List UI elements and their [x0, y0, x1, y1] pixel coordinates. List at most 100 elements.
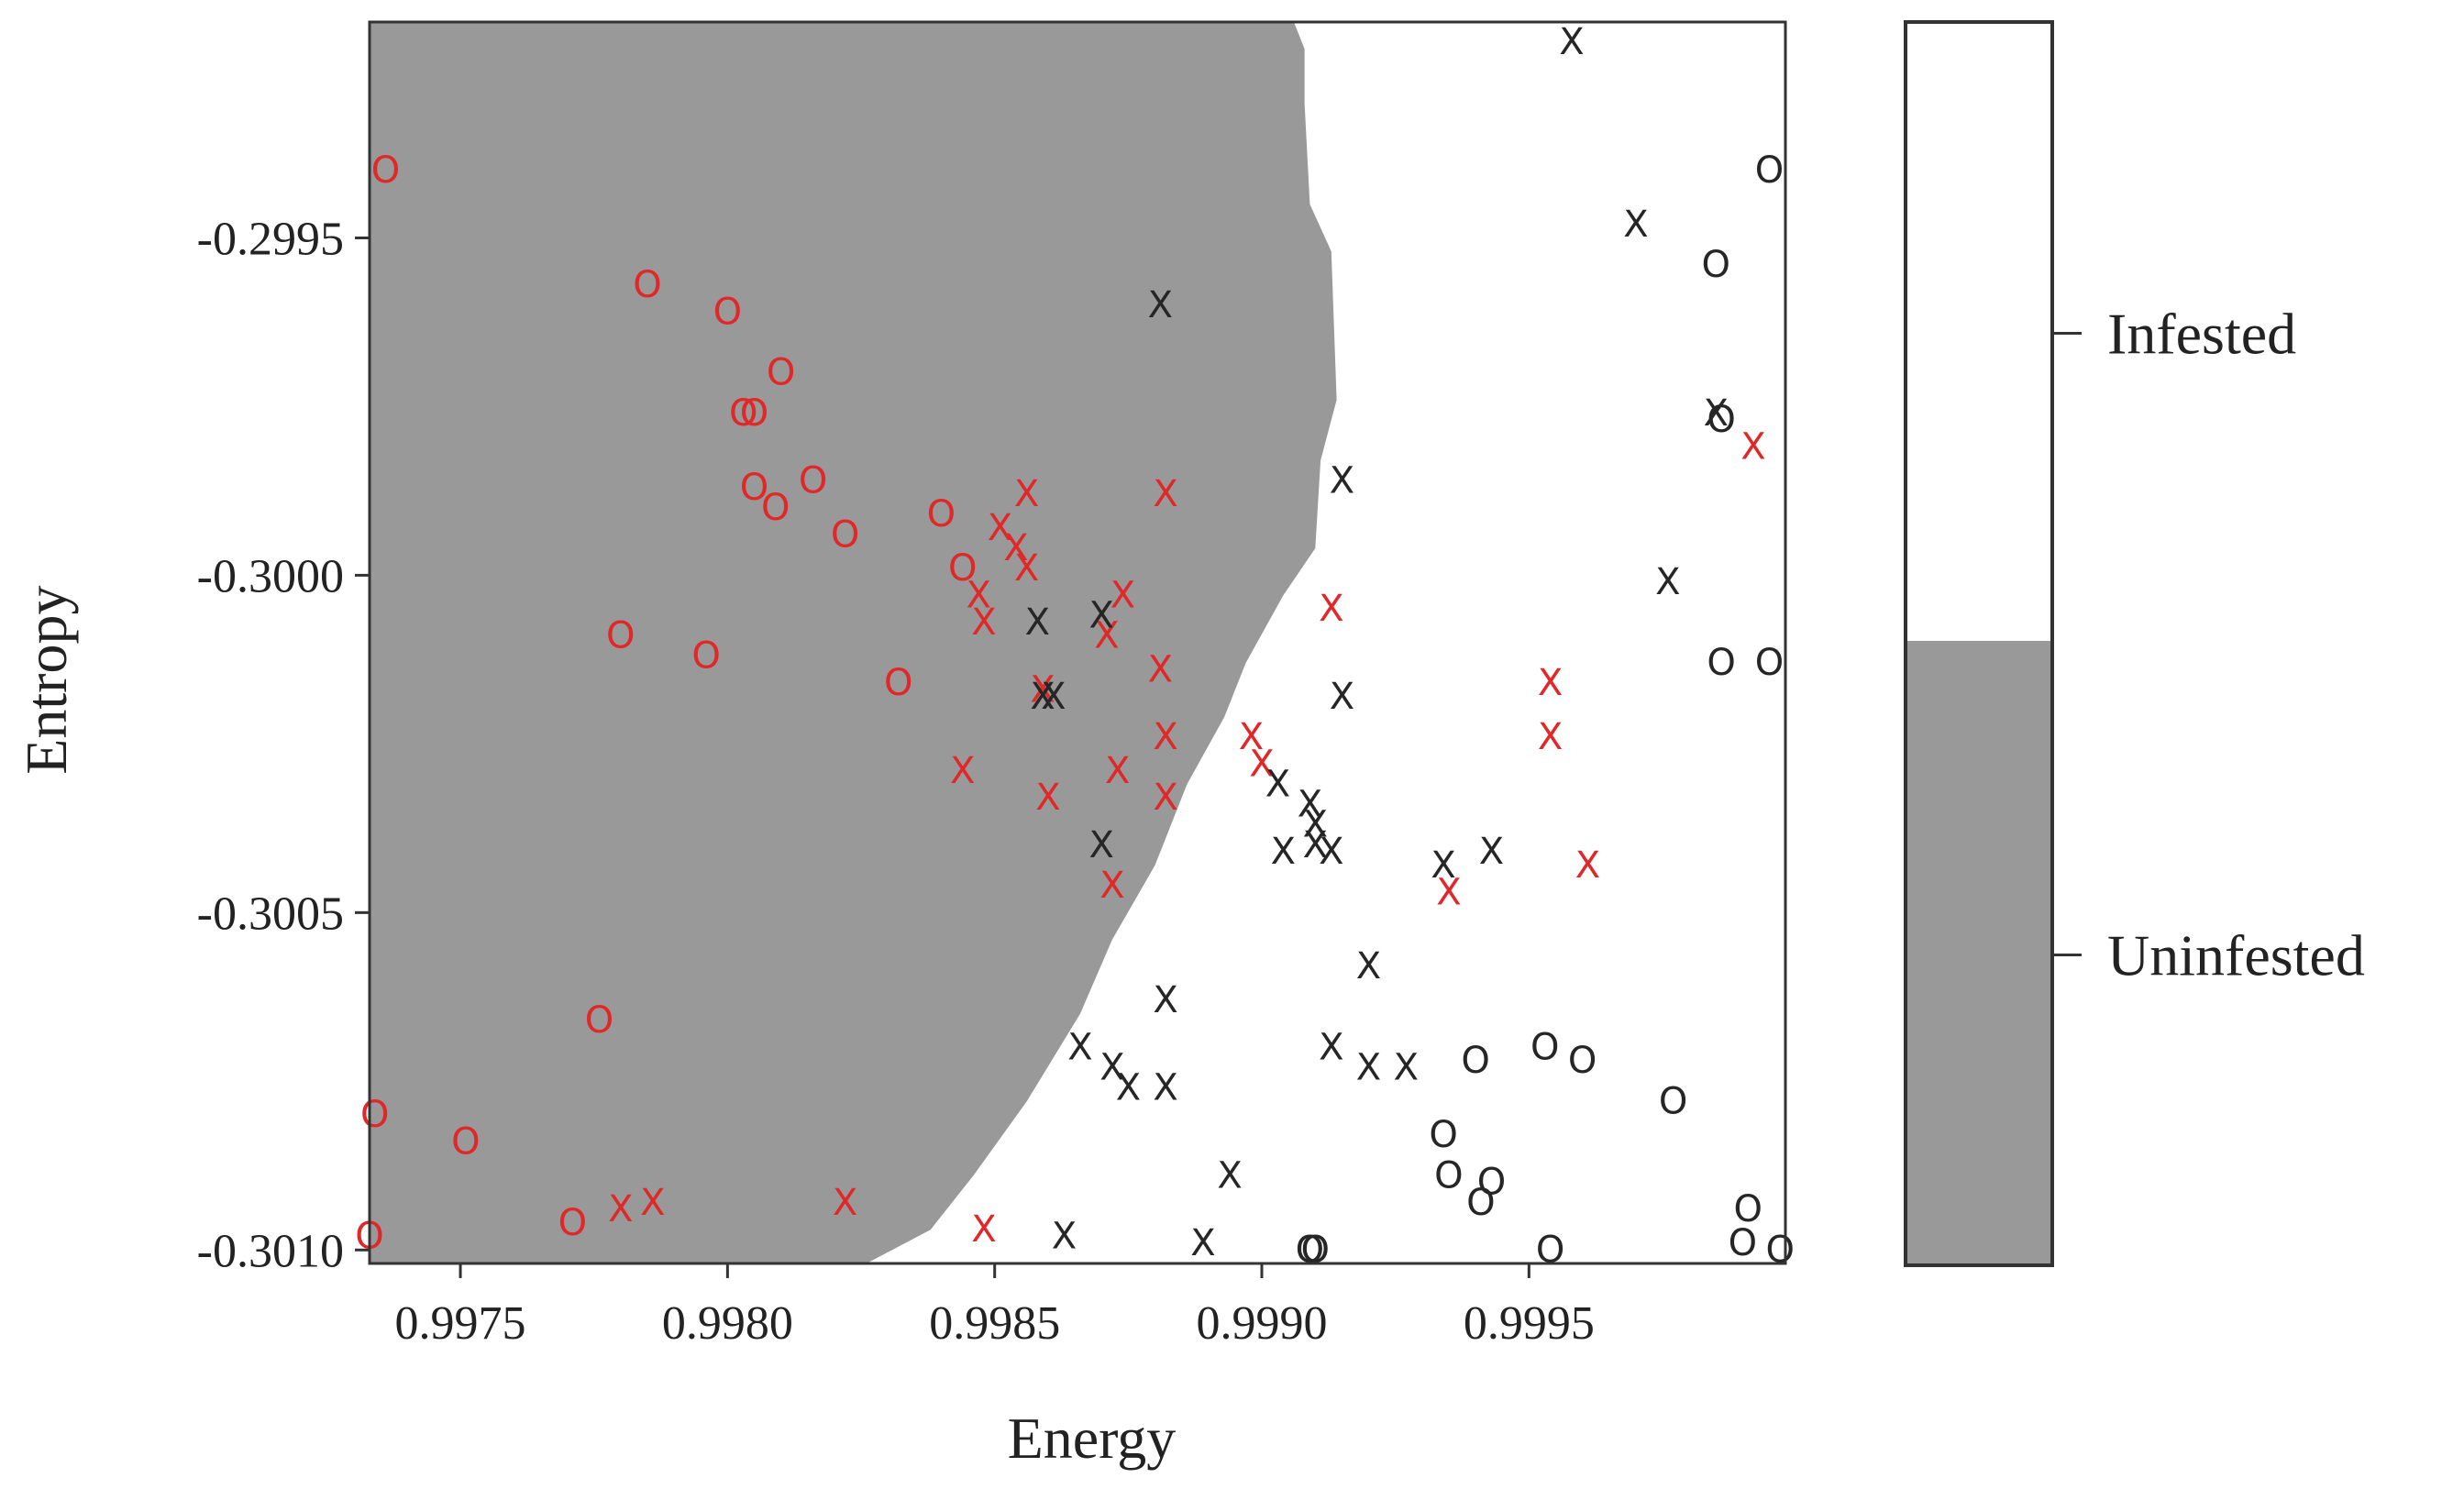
data-point-x: X	[1025, 601, 1050, 644]
data-point-x: X	[1431, 844, 1455, 887]
data-point-x: X	[1249, 744, 1274, 786]
data-point-x: X	[1067, 1027, 1092, 1069]
data-point-x: X	[1110, 575, 1135, 617]
data-point-x: X	[1436, 871, 1461, 913]
data-point-x: X	[1265, 764, 1290, 806]
data-point-x: X	[1623, 204, 1648, 246]
data-point-o: O	[585, 999, 613, 1042]
data-point-x: X	[1479, 831, 1504, 873]
data-point-x: X	[1271, 831, 1296, 873]
x-tick-label: 0.9995	[1464, 1297, 1595, 1350]
x-tick-label: 0.9990	[1197, 1297, 1328, 1350]
x-tick-label: 0.9975	[395, 1297, 526, 1350]
x-tick-label: 0.9980	[662, 1297, 793, 1350]
data-point-x: X	[1116, 1067, 1141, 1109]
data-point-x: X	[1052, 1216, 1077, 1258]
y-tick-label: -0.3000	[197, 550, 344, 602]
data-point-x: X	[1041, 676, 1066, 718]
legend-label-uninfested: Uninfested	[2107, 923, 2365, 988]
plot-area	[370, 22, 1785, 1263]
legend-uninfested-swatch	[1906, 641, 2052, 1265]
data-point-x: X	[1655, 561, 1680, 603]
legend-colorbar: Infested Uninfested	[1904, 20, 2365, 1267]
data-point-x: X	[950, 750, 975, 792]
data-point-x: X	[1217, 1154, 1242, 1197]
data-point-x: X	[640, 1182, 665, 1224]
data-point-x: X	[608, 1188, 633, 1230]
data-point-x: X	[1030, 676, 1055, 718]
data-point-o: O	[1477, 1162, 1506, 1204]
data-point-o: O	[1702, 244, 1730, 286]
data-point-o: O	[884, 662, 912, 704]
data-point-x: X	[1538, 716, 1563, 758]
data-point-o: O	[1707, 399, 1735, 441]
data-point-o: O	[1729, 1222, 1757, 1264]
data-point-x: X	[1319, 1027, 1343, 1069]
data-point-o: O	[713, 291, 742, 333]
x-axis-label: Energy	[1008, 1406, 1177, 1471]
data-point-x: X	[1239, 716, 1264, 758]
data-point-x: X	[1003, 527, 1028, 569]
data-point-x: X	[1014, 547, 1039, 590]
data-point-o: O	[1707, 642, 1735, 684]
data-point-o: O	[1755, 642, 1784, 684]
data-point-o: O	[1530, 1027, 1559, 1069]
data-point-o: O	[740, 467, 768, 509]
data-point-x: X	[1330, 676, 1354, 718]
data-point-o: O	[948, 547, 977, 590]
legend-infested-swatch	[1906, 22, 2052, 641]
data-point-x: X	[1148, 284, 1173, 326]
data-point-x: X	[1298, 784, 1322, 826]
plot-frame	[368, 20, 1787, 1265]
data-point-x: X	[833, 1182, 857, 1224]
data-point-x: X	[1319, 588, 1343, 630]
data-point-x: X	[988, 507, 1012, 549]
y-tick-label: -0.2995	[197, 213, 344, 265]
data-point-o: O	[1434, 1154, 1463, 1197]
data-point-x: X	[1330, 459, 1354, 502]
data-point-x: X	[1030, 669, 1055, 711]
y-tick-label: -0.3010	[197, 1225, 344, 1277]
axes: 0.9975 0.9980 0.9985 0.9990 0.9995 -0.2995 -0.…	[14, 20, 1787, 1471]
data-point-x: X	[1105, 750, 1130, 792]
data-point-x: X	[1559, 21, 1584, 63]
data-point-x: X	[1190, 1222, 1215, 1264]
data-point-o: O	[1429, 1114, 1457, 1156]
data-point-x: X	[1153, 777, 1177, 819]
legend-label-infested: Infested	[2107, 302, 2296, 367]
data-point-x: X	[1704, 392, 1729, 435]
data-point-o: O	[371, 149, 400, 192]
data-point-x: X	[1319, 831, 1343, 873]
data-point-x: X	[1099, 865, 1124, 907]
data-point-x: X	[1356, 945, 1381, 987]
data-point-o: O	[1755, 149, 1784, 192]
data-point-x: X	[1088, 824, 1113, 866]
data-point-x: X	[1153, 1067, 1177, 1109]
data-point-o: O	[740, 392, 768, 435]
data-point-x: X	[1099, 1047, 1124, 1089]
data-point-x: X	[1575, 844, 1600, 887]
data-point-x: X	[1538, 662, 1563, 704]
data-point-x: X	[1148, 648, 1173, 690]
data-point-o: O	[558, 1202, 587, 1244]
data-point-o: O	[633, 264, 661, 306]
data-point-o: O	[767, 352, 795, 394]
data-point-x: X	[1153, 473, 1177, 515]
data-point-o: O	[1659, 1080, 1687, 1122]
data-point-o: O	[729, 392, 757, 435]
x-tick-label: 0.9985	[929, 1297, 1060, 1350]
data-point-o: O	[606, 615, 635, 657]
data-point-o: O	[927, 493, 956, 535]
data-point-x: X	[1740, 426, 1765, 469]
data-point-x: X	[971, 601, 996, 644]
data-point-o: O	[1568, 1040, 1597, 1082]
y-tick-label: -0.3005	[197, 888, 344, 940]
data-point-x: X	[1094, 615, 1119, 657]
legend-frame	[1904, 20, 2054, 1267]
data-point-x: X	[1303, 804, 1328, 846]
data-point-o: O	[799, 459, 827, 502]
data-point-x: X	[1356, 1047, 1381, 1089]
data-point-o: O	[360, 1094, 389, 1136]
data-point-x: X	[1035, 777, 1060, 819]
